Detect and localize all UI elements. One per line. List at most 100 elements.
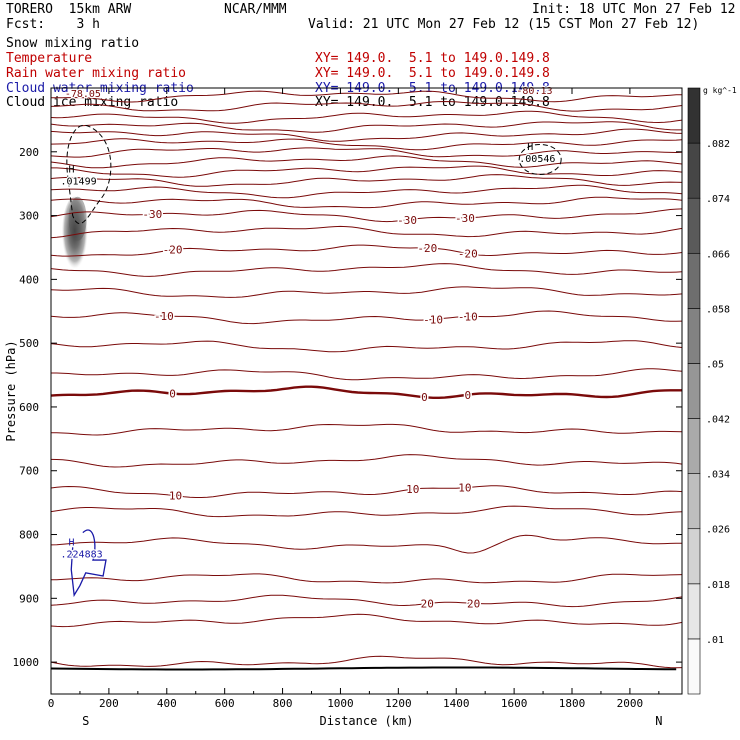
isotherm-line	[50, 655, 683, 669]
snow-color-scale: .01 .018 .026 .034 .042 .05 .058 .066 .074 .082 g …	[687, 86, 737, 695]
scale-swatch	[687, 418, 701, 474]
isotherm-line	[50, 385, 682, 399]
surface-line	[50, 666, 677, 671]
x-tick-label: 1800	[559, 697, 586, 710]
isotherm-line	[50, 423, 683, 436]
isotherm-line	[50, 573, 683, 584]
forecast-hour: Fcst: 3 h	[6, 17, 100, 32]
isotherm-line	[50, 196, 683, 209]
north-label: N	[655, 714, 662, 728]
scale-units: g kg^-1	[703, 86, 737, 95]
isotherm-line	[50, 128, 683, 142]
snow-shading-max	[68, 196, 87, 241]
isotherm-line	[50, 121, 682, 133]
extremum-marker: H	[68, 538, 74, 549]
x-axis-title: Distance (km)	[320, 714, 414, 728]
scale-label: .034	[706, 470, 730, 481]
scale-label: .026	[706, 525, 730, 536]
x-tick-label: 1200	[385, 697, 412, 710]
isotherm-line	[50, 138, 683, 151]
scale-swatch	[687, 308, 701, 364]
isotherm-label: -30	[455, 212, 475, 225]
isotherm-line	[50, 454, 683, 468]
y-tick-label: 300	[19, 210, 39, 223]
scale-swatch	[687, 528, 701, 585]
scale-label: .05	[706, 359, 724, 370]
field-cloud-water-label: Cloud water mixing ratio	[6, 81, 194, 96]
extremum-value: .224883	[60, 550, 102, 561]
isotherm-label: 0	[464, 389, 471, 402]
scale-label: .074	[706, 194, 730, 205]
isotherm-line	[50, 310, 683, 325]
y-axis-title: Pressure (hPa)	[4, 340, 18, 441]
field-temperature-xy: XY= 149.0. 5.1 to 149.0.149.8	[315, 51, 550, 66]
x-tick-label: 2000	[617, 697, 644, 710]
scale-swatch	[687, 583, 701, 640]
isotherm-label: 0	[421, 391, 428, 404]
extremum-marker: H	[527, 142, 533, 153]
y-tick-label: 900	[19, 592, 39, 605]
cloud-ice-contour	[66, 124, 112, 224]
isotherm-label: 10	[406, 483, 419, 496]
isotherm-line	[50, 613, 683, 628]
scale-swatch	[687, 252, 701, 309]
y-tick-label: 700	[19, 465, 39, 478]
isotherm-line	[51, 165, 683, 178]
isotherm-label: 0	[169, 388, 176, 401]
isotherm-line	[50, 110, 683, 124]
extremum-value: -78.05	[65, 89, 101, 100]
field-cloud-ice-label: Cloud ice mixing ratio	[6, 95, 179, 110]
isotherm-label: 20	[467, 597, 480, 610]
cloud-ice-contour	[518, 143, 562, 175]
isotherm-line	[50, 594, 683, 608]
org-label: NCAR/MMM	[224, 2, 287, 17]
scale-label: .018	[706, 580, 730, 591]
isotherm-line	[50, 90, 683, 103]
scale-label: .082	[706, 139, 730, 150]
x-tick-label: 800	[273, 697, 293, 710]
isotherm-line	[50, 100, 683, 112]
isotherm-label: 20	[421, 598, 434, 611]
isotherm-label: -10	[423, 314, 443, 327]
x-tick-label: 0	[48, 697, 55, 710]
isotherm-label: -20	[458, 248, 478, 261]
isotherm-label: 10	[169, 490, 182, 503]
y-tick-label: 200	[19, 146, 39, 159]
x-tick-label: 1000	[327, 697, 354, 710]
isotherm-line	[50, 208, 683, 223]
isotherm-line	[50, 244, 683, 257]
x-tick-label: 600	[215, 697, 235, 710]
axes: 0 200 400 600 800 1000 1200 1400 1600 1800 2000200…	[4, 87, 683, 728]
x-tick-label: 1400	[443, 697, 470, 710]
scale-swatch	[687, 197, 701, 254]
x-tick-label: 1600	[501, 697, 528, 710]
scale-label: .066	[706, 249, 730, 260]
isotherm-line	[50, 225, 683, 239]
model-title: TORERO 15km ARW	[6, 2, 132, 17]
scale-label: .042	[706, 415, 730, 426]
field-cloud-ice-xy: XY= 149.0. 5.1 to 149.0.149.8	[315, 95, 550, 110]
extremum-value: .00546	[519, 154, 555, 165]
south-label: S	[82, 714, 89, 728]
isotherm-label: -20	[417, 242, 437, 255]
isotherm-label: -30	[142, 208, 162, 221]
isotherm-line	[50, 147, 683, 158]
isotherm-line	[50, 485, 683, 498]
field-rain-label: Rain water mixing ratio	[6, 66, 187, 81]
isotherm-label: -10	[154, 310, 174, 323]
scale-swatch	[687, 142, 701, 199]
field-snow-label: Snow mixing ratio	[6, 36, 140, 51]
isotherm-label: -10	[458, 311, 478, 324]
x-tick-label: 200	[99, 697, 119, 710]
y-tick-label: 1000	[13, 656, 40, 669]
scale-label: .01	[706, 635, 724, 646]
temperature-isotherms: 20 20 10 10 10 0 0 0 -10 -10 -10 -20 -20 -20 -30 -30 -30	[50, 90, 683, 671]
cloud-water-contour	[70, 529, 107, 598]
scale-swatch	[687, 363, 701, 419]
isotherm-line	[50, 155, 683, 169]
scale-swatch	[687, 473, 701, 530]
y-tick-label: 500	[19, 337, 39, 350]
valid-time: Valid: 21 UTC Mon 27 Feb 12 (15 CST Mon …	[308, 17, 700, 32]
scale-swatch	[687, 638, 701, 695]
